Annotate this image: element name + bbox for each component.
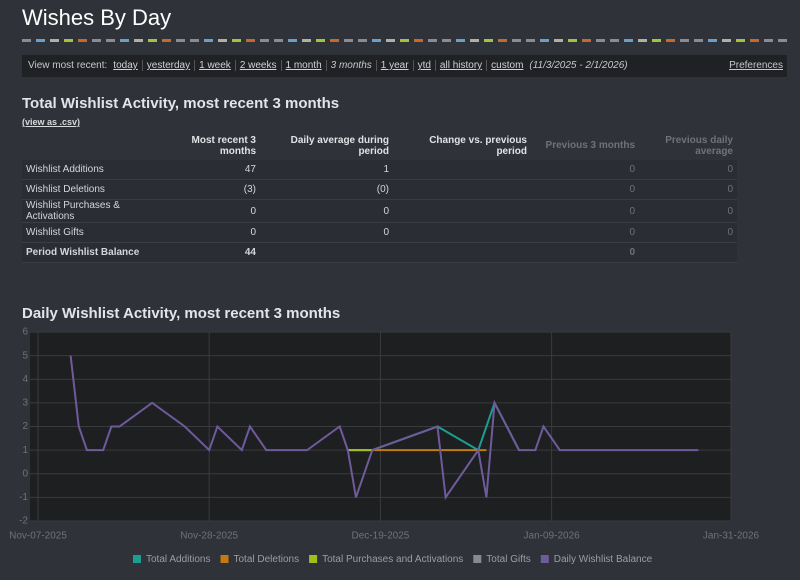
- table-cell: 44: [157, 242, 260, 263]
- header-row: Most recent 3 months Daily average during…: [22, 131, 737, 160]
- x-tick-label: Dec-19-2025: [352, 531, 410, 542]
- column-header: Daily average during period: [290, 134, 389, 157]
- page-title: Wishes By Day: [22, 5, 172, 30]
- table-cell: 47: [157, 160, 260, 180]
- row-label: Wishlist Gifts: [22, 222, 157, 243]
- legend-swatch: [133, 555, 141, 563]
- section-title: Total Wishlist Activity, most recent 3 m…: [22, 95, 340, 112]
- range-nav: View most recent: today yesterday 1 week 2 w…: [22, 55, 787, 77]
- preferences-link[interactable]: Preferences: [729, 60, 783, 71]
- table-row: Wishlist Gifts 0 0 0 0: [22, 222, 737, 243]
- y-tick-label: 0: [22, 468, 28, 479]
- table-row: Period Wishlist Balance 44 0: [22, 242, 737, 263]
- table-cell: [393, 242, 531, 263]
- series-line: [69, 355, 699, 501]
- x-tick-label: Nov-07-2025: [9, 531, 67, 542]
- table-cell: [393, 222, 531, 243]
- y-tick-label: 4: [22, 374, 28, 385]
- row-label: Wishlist Purchases & Activations: [22, 199, 157, 223]
- table-cell: 0: [639, 160, 737, 180]
- legend-label: Total Gifts: [486, 554, 530, 565]
- column-header: Previous daily average: [665, 134, 733, 157]
- range-link[interactable]: ytd: [412, 60, 431, 71]
- table-cell: [260, 242, 393, 263]
- range-link[interactable]: yesterday: [141, 60, 191, 71]
- header-cell: [22, 131, 157, 160]
- summary-table: Most recent 3 months Daily average during…: [22, 131, 737, 263]
- legend-swatch: [540, 555, 549, 563]
- legend-label: Daily Wishlist Balance: [554, 554, 653, 565]
- table-cell: 0: [531, 160, 639, 180]
- x-tick-label: Nov-28-2025: [180, 531, 238, 542]
- csv-link[interactable]: (view as .csv): [22, 117, 81, 127]
- divider-strip: [22, 39, 787, 42]
- range-link[interactable]: 1 month: [280, 60, 322, 71]
- nav-label: View most recent:: [28, 60, 108, 71]
- legend-label: Total Deletions: [234, 554, 300, 565]
- column-header: Previous 3 months: [545, 140, 635, 151]
- table-cell: 0: [531, 199, 639, 223]
- legend-swatch: [309, 555, 318, 563]
- table-row: Wishlist Deletions (3) (0) 0 0: [22, 179, 737, 200]
- chart-title: Daily Wishlist Activity, most recent 3 m…: [22, 305, 341, 322]
- legend-swatch: [220, 555, 229, 563]
- range-link[interactable]: 1 week: [194, 60, 231, 71]
- table-cell: [393, 199, 531, 223]
- table-cell: 0: [260, 222, 393, 243]
- range-link[interactable]: 2 weeks: [234, 60, 277, 71]
- row-label: Period Wishlist Balance: [22, 242, 157, 263]
- table-cell: 0: [531, 222, 639, 243]
- range-link[interactable]: all history: [434, 60, 483, 71]
- date-range: (11/3/2025 - 2/1/2026): [529, 60, 628, 71]
- y-tick-label: -2: [19, 516, 28, 527]
- table-cell: [639, 242, 737, 263]
- table-cell: 1: [260, 160, 393, 180]
- table-cell: 0: [639, 222, 737, 243]
- row-label: Wishlist Additions: [22, 160, 157, 180]
- table-cell: 0: [639, 179, 737, 200]
- legend-label: Total Purchases and Activations: [322, 554, 463, 565]
- table-cell: [393, 160, 531, 180]
- chart: -2 -1 0 1 2 3 4 5 6 Nov-07-2025 Nov-28-2025 Dec-19-…: [9, 327, 760, 566]
- x-tick-label: Jan-31-2026: [703, 531, 760, 542]
- table-cell: (3): [157, 179, 260, 200]
- row-label: Wishlist Deletions: [22, 179, 157, 200]
- table-row: Wishlist Purchases & Activations 0 0 0 0: [22, 199, 737, 223]
- table-cell: 0: [157, 222, 260, 243]
- table-cell: [393, 179, 531, 200]
- table-cell: 0: [531, 179, 639, 200]
- table-cell: 0: [639, 199, 737, 223]
- range-link[interactable]: custom: [486, 60, 524, 71]
- table-cell: 0: [157, 199, 260, 223]
- y-tick-label: 3: [22, 398, 28, 409]
- y-tick-label: 1: [22, 445, 28, 456]
- current-range: 3 months: [325, 60, 372, 71]
- table-row: Wishlist Additions 47 1 0 0: [22, 160, 737, 180]
- column-header: Change vs. previous period: [429, 134, 527, 157]
- table-cell: 0: [531, 242, 639, 263]
- table-cell: 0: [260, 199, 393, 223]
- y-tick-label: 5: [22, 350, 28, 361]
- y-tick-label: -1: [19, 492, 28, 503]
- y-tick-label: 2: [22, 421, 28, 432]
- range-link[interactable]: 1 year: [375, 60, 409, 71]
- x-tick-label: Jan-09-2026: [524, 531, 581, 542]
- table-cell: (0): [260, 179, 393, 200]
- y-tick-label: 6: [22, 327, 28, 338]
- legend-swatch: [473, 555, 482, 563]
- column-header: Most recent 3 months: [191, 134, 256, 157]
- legend-label: Total Additions: [146, 554, 211, 565]
- range-link[interactable]: today: [113, 60, 138, 71]
